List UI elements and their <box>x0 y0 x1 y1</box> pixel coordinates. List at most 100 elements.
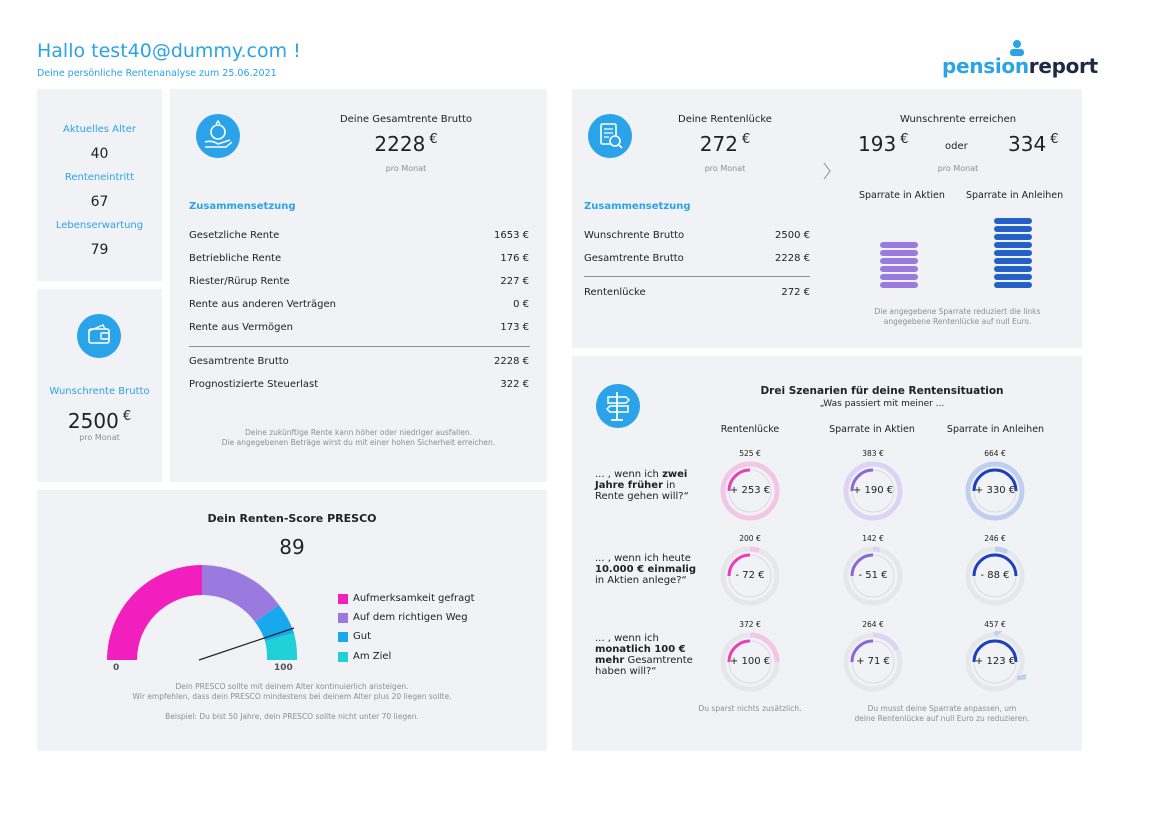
composition-row-value: 176 € <box>500 253 529 264</box>
composition-row-value: 0 € <box>513 299 529 310</box>
scenario-post: Gesamtrente haben will?“ <box>595 655 693 677</box>
pension-gap-unit: pro Monat <box>704 164 746 173</box>
pensioner-icon <box>1010 40 1024 56</box>
presco-note-line3: Beispiel: Du bist 50 Jahre, dein PRESCO … <box>165 712 419 721</box>
ring-stocks <box>843 632 903 692</box>
ring-top-value: 525 € <box>739 449 761 458</box>
total-note-line1: Deine zukünftige Rente kann höher oder n… <box>245 428 472 437</box>
presco-score: 89 <box>279 535 305 559</box>
age-card: Aktuelles Alter 40 Renteneintritt 67 Leb… <box>37 89 162 281</box>
pension-gap-value: 272 <box>699 132 738 156</box>
footnote-adjust-line2: deine Rentenlücke auf null Euro zu reduz… <box>854 714 1030 723</box>
ring-value: + 190 € <box>852 485 894 496</box>
life-expectancy-value: 79 <box>90 242 109 258</box>
divider <box>189 346 530 347</box>
legend-swatch-attention <box>338 594 348 604</box>
ring-top-value: 664 € <box>984 449 1006 458</box>
composition-row-value: 1653 € <box>494 230 529 241</box>
total-row-value: 2228 € <box>494 356 529 367</box>
scenario-text: ... , wenn ich monatlich 100 € mehr Gesa… <box>595 633 700 677</box>
scenario-post: in Aktien anlege?“ <box>595 575 687 586</box>
gap-row-label: Wunschrente Brutto <box>584 230 685 241</box>
ring-bonds <box>965 461 1025 521</box>
scenario-post: in Rente gehen will?“ <box>595 480 689 502</box>
retirement-label: Renteneintritt <box>64 172 135 183</box>
gap-row-label: Gesamtrente Brutto <box>584 253 684 264</box>
tax-row-label: Prognostizierte Steuerlast <box>189 379 319 390</box>
col-header-stocks: Sparrate in Aktien <box>829 424 915 435</box>
coin-stack-large-icon <box>994 218 1032 288</box>
current-age-value: 40 <box>90 146 109 162</box>
scenario-bold: monatlich 100 € mehr <box>595 644 686 666</box>
retirement-value: 67 <box>90 194 109 210</box>
signpost-icon <box>596 384 640 428</box>
wish-pension-label: Wunschrente Brutto <box>49 386 150 397</box>
gauge-segment-good <box>255 605 294 641</box>
legend-swatch-on-track <box>338 613 348 623</box>
total-pension-title: Deine Gesamtrente Brutto <box>339 114 473 125</box>
total-note-line2: Die angegebenen Beträge wirst du mit ein… <box>221 438 496 447</box>
stocks-rate-label: Sparrate in Aktien <box>859 190 945 201</box>
wish-pension-currency: € <box>122 409 132 424</box>
scenarios-subtitle: „Was passiert mit meiner ... <box>819 399 945 409</box>
pension-gap-card: Deine Rentenlücke 272 € pro Monat Zusamme… <box>572 89 1082 348</box>
ring-value: + 330 € <box>974 485 1016 496</box>
footnote-adjust-line1: Du musst deine Sparrate anpassen, um <box>867 704 1017 713</box>
ring-top-value: 372 € <box>739 620 761 629</box>
gauge-needle <box>198 627 295 661</box>
presco-card: Dein Renten-Score PRESCO 89 0 100 Aufmer… <box>37 490 547 751</box>
col-header-gap: Rentenlücke <box>720 424 780 435</box>
gap-total-label: Rentenlücke <box>584 287 646 298</box>
scenario-bold: 10.000 € einmalig <box>595 564 697 575</box>
ring-stocks <box>843 461 903 521</box>
chevron-right-icon <box>823 162 831 180</box>
wish-pension-value: 2500 <box>67 409 119 433</box>
total-row-label: Gesamtrente Brutto <box>189 356 289 367</box>
pension-gap-currency: € <box>741 132 751 147</box>
presco-gauge <box>107 565 298 661</box>
ring-value: + 253 € <box>729 485 771 496</box>
footnote-no-saving: Du sparst nichts zusätzlich. <box>698 704 802 713</box>
presco-note-line2: Wir empfehlen, dass dein PRESCO mindeste… <box>132 692 452 701</box>
scenarios-title: Drei Szenarien für deine Rentensituation <box>760 385 1004 397</box>
page-title: Hallo test40@dummy.com ! <box>37 40 301 62</box>
ring-value: + 100 € <box>729 656 771 667</box>
wallet-icon <box>77 314 121 358</box>
logo-text-pension: pension <box>942 54 1029 78</box>
ring-stocks <box>843 546 903 606</box>
life-expectancy-label: Lebenserwartung <box>55 220 144 231</box>
total-pension-value: 2228 <box>374 132 426 156</box>
composition-row-label: Riester/Rürup Rente <box>189 276 290 287</box>
ring-bonds <box>965 546 1025 606</box>
legend-swatch-good <box>338 632 348 642</box>
composition-row-label: Rente aus Vermögen <box>189 322 293 333</box>
legend-label-on-track: Auf dem richtigen Weg <box>353 612 468 623</box>
legend-label-goal: Am Ziel <box>353 651 392 662</box>
scenario-bold: zwei Jahre früher <box>595 469 688 491</box>
composition-row-value: 227 € <box>500 276 529 287</box>
ring-value: - 51 € <box>858 570 888 581</box>
ring-top-value: 142 € <box>862 534 884 543</box>
ring-value: - 88 € <box>980 570 1010 581</box>
gauge-max-label: 100 <box>274 663 293 673</box>
composition-row-label: Rente aus anderen Verträgen <box>189 299 336 310</box>
gauge-min-label: 0 <box>113 663 120 673</box>
wish-pension-card: Wunschrente Brutto 2500 € pro Monat <box>37 289 162 482</box>
total-pension-unit: pro Monat <box>385 164 427 173</box>
stocks-rate-value: 193 <box>858 132 897 156</box>
composition-row-value: 173 € <box>500 322 529 333</box>
page-subtitle: Deine persönliche Rentenanalyse zum 25.0… <box>37 68 277 79</box>
gap-row-value: 2228 € <box>775 253 810 264</box>
gap-total-value: 272 € <box>781 287 810 298</box>
scenario-pre: ... , wenn ich <box>595 469 663 480</box>
wish-note-line2: angegebene Rentenlücke auf null Euro. <box>883 317 1032 326</box>
wish-pension-unit: pro Monat <box>79 433 120 442</box>
scenario-pre: ... , wenn ich heute <box>595 553 691 564</box>
gap-row-value: 2500 € <box>775 230 810 241</box>
tax-row-value: 322 € <box>500 379 529 390</box>
ring-gap <box>720 546 780 606</box>
logo-text-report: report <box>1028 54 1098 78</box>
gauge-segment-on-track <box>202 565 279 622</box>
document-search-icon <box>588 114 632 158</box>
wish-note-line1: Die angegebene Sparrate reduziert die li… <box>874 307 1041 316</box>
